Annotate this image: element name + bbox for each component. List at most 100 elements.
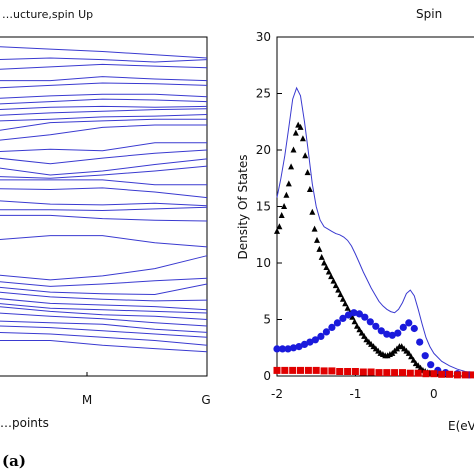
band-line-26 (0, 291, 208, 302)
dos-square-point (375, 369, 383, 377)
dos-triangle-point (299, 135, 306, 142)
dos-triangle-point (344, 304, 351, 311)
dos-square-point (406, 369, 414, 377)
panel-label: (a) (2, 452, 26, 470)
band-line-24 (0, 277, 208, 287)
dos-triangle-point (351, 318, 358, 325)
band-structure-panel: …ucture,spin Up M G …points (0, 8, 211, 430)
dos-y-tick-label-25: 25 (256, 87, 271, 101)
band-line-9 (0, 108, 208, 116)
band-line-29 (0, 306, 208, 320)
band-lines (0, 46, 208, 353)
dos-triangle-point (285, 180, 292, 187)
dos-square-point (383, 369, 391, 377)
dos-square-point (367, 368, 375, 376)
dos-triangle-point (354, 322, 360, 329)
dos-triangle-point (281, 203, 288, 209)
dos-square-point (320, 367, 328, 375)
band-line-2 (0, 57, 208, 63)
band-line-4 (0, 76, 208, 82)
band-line-17 (0, 179, 207, 186)
dos-x-axis-label: E(eV (448, 419, 474, 433)
dos-square-point (289, 366, 297, 374)
band-line-1 (0, 46, 208, 59)
band-line-22 (0, 235, 208, 248)
band-line-28 (0, 303, 208, 314)
dos-circle-point (388, 331, 396, 339)
dos-circle-point (289, 344, 298, 352)
dos-square-point (336, 368, 344, 375)
dos-square-point (359, 368, 367, 376)
band-line-5 (0, 82, 208, 89)
band-line-11 (0, 118, 207, 131)
dos-square-point (422, 370, 430, 378)
band-x-tick-label-m: M (82, 393, 92, 407)
band-line-27 (0, 298, 208, 311)
dos-circle-point (366, 318, 374, 326)
dos-circle-point (295, 343, 303, 351)
dos-circle-point (416, 338, 424, 346)
dos-triangle-point (330, 277, 337, 284)
band-line-7 (0, 98, 208, 105)
dos-panel: Spin 0 5 10 15 20 25 30 -2 -1 0 Density Of State… (236, 7, 474, 433)
dos-triangle-point (283, 191, 290, 198)
dos-triangle-point (410, 356, 417, 363)
dos-triangle-point (316, 245, 323, 252)
dos-y-tick-label-30: 30 (256, 30, 271, 44)
dos-series (273, 86, 474, 379)
dos-square-point (344, 368, 352, 375)
dos-y-tick-label-0: 0 (263, 369, 271, 383)
band-line-14 (0, 149, 208, 165)
dos-x-tick-label--1: -1 (349, 387, 361, 401)
dos-square-point (281, 366, 289, 374)
dos-triangle-point (349, 313, 356, 320)
dos-circle-point (317, 332, 325, 340)
band-line-20 (0, 206, 208, 212)
band-line-34 (0, 340, 208, 353)
dos-triangle-point (405, 349, 412, 356)
dos-circle-point (339, 314, 347, 322)
band-line-8 (0, 105, 208, 111)
dos-triangle-point (358, 329, 365, 336)
band-line-21 (0, 214, 208, 222)
dos-y-tick-label-10: 10 (256, 256, 271, 270)
dos-triangle-point (278, 212, 285, 218)
band-plot-frame (0, 36, 208, 377)
dos-x-tick-label-0: 0 (430, 387, 438, 401)
dos-circle-point (306, 338, 314, 346)
band-line-19 (0, 200, 208, 207)
dos-triangle-point (325, 268, 332, 275)
dos-square-point (399, 369, 406, 377)
dos-triangle-point (323, 264, 330, 270)
dos-triangle-point (309, 208, 316, 215)
dos-square-point (273, 366, 281, 374)
dos-circle-point (405, 319, 413, 327)
dos-circle-point (311, 336, 319, 344)
dos-square-point (391, 369, 399, 377)
band-line-23 (0, 255, 208, 281)
dos-y-ticks: 0 5 10 15 20 25 30 (256, 30, 282, 383)
band-line-31 (0, 320, 208, 333)
dos-circle-point (427, 361, 435, 369)
dos-triangle-point (361, 332, 368, 339)
dos-square-point (430, 370, 438, 378)
dos-circle-point (372, 322, 380, 330)
dos-circle-point (394, 329, 402, 337)
dos-triangle-point (288, 163, 295, 170)
dos-triangle-point (339, 295, 346, 302)
band-x-axis-label: …points (0, 416, 49, 430)
band-line-25 (0, 283, 208, 296)
band-line-12 (0, 124, 207, 141)
dos-square-point (297, 366, 304, 374)
dos-square-point (328, 367, 336, 375)
band-x-tick-label-g: G (201, 393, 210, 407)
dos-title: Spin (416, 7, 442, 21)
dos-square-point (453, 371, 461, 379)
dos-circle-point (278, 345, 287, 353)
dos-triangle-point (274, 227, 280, 234)
dos-y-tick-label-20: 20 (256, 143, 271, 157)
dos-triangle-point (314, 236, 320, 243)
dos-triangle-point (335, 286, 342, 293)
dos-circle-point (421, 352, 429, 360)
